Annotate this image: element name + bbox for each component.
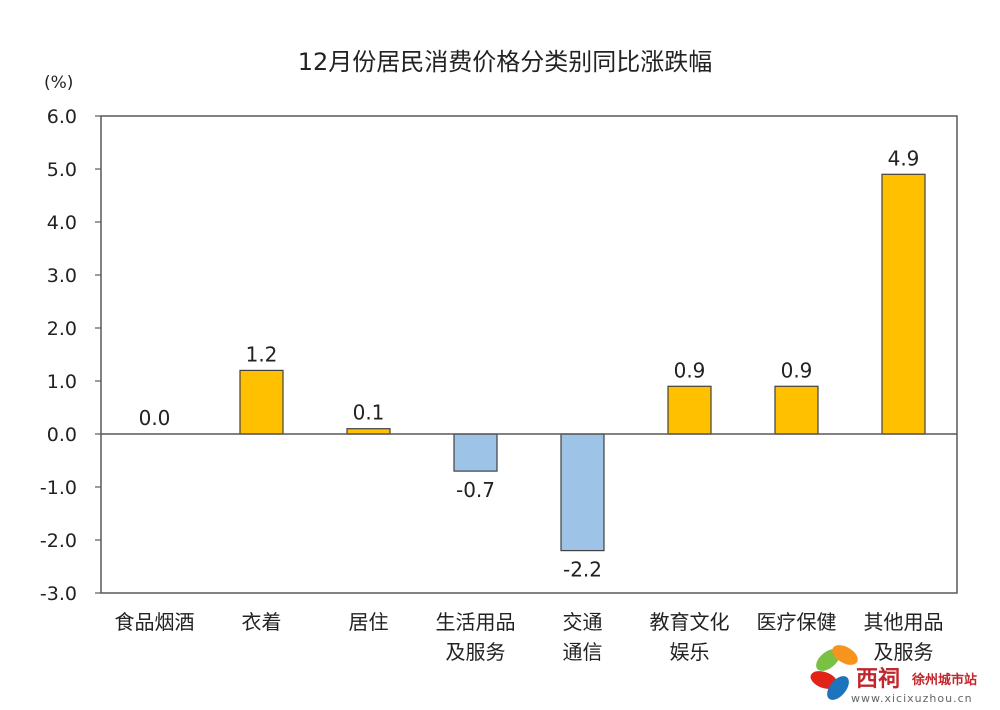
x-category-label: 娱乐 — [670, 640, 710, 664]
x-category-label: 通信 — [563, 640, 603, 664]
x-category-label: 及服务 — [446, 640, 506, 664]
data-label: 1.2 — [246, 342, 278, 366]
bar — [881, 173, 926, 435]
y-tick-label: 1.0 — [47, 371, 77, 393]
x-category-label: 食品烟酒 — [115, 610, 195, 634]
x-category-label: 教育文化 — [650, 610, 730, 634]
y-tick-label: 0.0 — [47, 424, 77, 446]
bar — [239, 369, 284, 435]
data-label: -2.2 — [563, 558, 602, 582]
y-tick-label: -1.0 — [40, 477, 77, 499]
watermark-url: www.xicixuzhou.cn — [851, 692, 973, 705]
bar — [667, 385, 712, 435]
data-label: 0.1 — [353, 401, 385, 425]
y-unit-label: (%) — [44, 73, 73, 93]
bar — [346, 428, 391, 435]
y-tick-label: 4.0 — [47, 212, 77, 234]
data-label: -0.7 — [456, 478, 495, 502]
data-label: 0.0 — [139, 406, 171, 430]
chart-title: 12月份居民消费价格分类别同比涨跌幅 — [298, 48, 713, 76]
x-category-label: 医疗保健 — [757, 610, 837, 634]
y-tick-label: 2.0 — [47, 318, 77, 340]
bar — [453, 433, 498, 472]
watermark: 西祠 徐州城市站 www.xicixuzhou.cn — [810, 645, 977, 705]
x-category-label: 及服务 — [874, 640, 934, 664]
y-tick-label: -3.0 — [40, 583, 77, 605]
bar — [560, 433, 605, 552]
bar — [774, 385, 819, 435]
watermark-logo — [810, 645, 858, 700]
x-category-label: 衣着 — [242, 610, 282, 634]
y-tick-label: -2.0 — [40, 530, 77, 552]
y-tick-label: 5.0 — [47, 159, 77, 181]
watermark-site: 徐州城市站 — [911, 672, 977, 688]
x-category-label: 其他用品 — [864, 610, 944, 634]
data-label: 4.9 — [888, 146, 920, 170]
x-category-label: 生活用品 — [436, 610, 516, 634]
data-label: 0.9 — [674, 358, 706, 382]
y-tick-label: 6.0 — [47, 106, 77, 128]
plot-area — [100, 115, 958, 594]
watermark-brand: 西祠 — [856, 666, 900, 692]
y-tick-label: 3.0 — [47, 265, 77, 287]
x-category-label: 居住 — [349, 610, 389, 634]
data-label: 0.9 — [781, 358, 813, 382]
x-category-label: 交通 — [563, 610, 603, 634]
